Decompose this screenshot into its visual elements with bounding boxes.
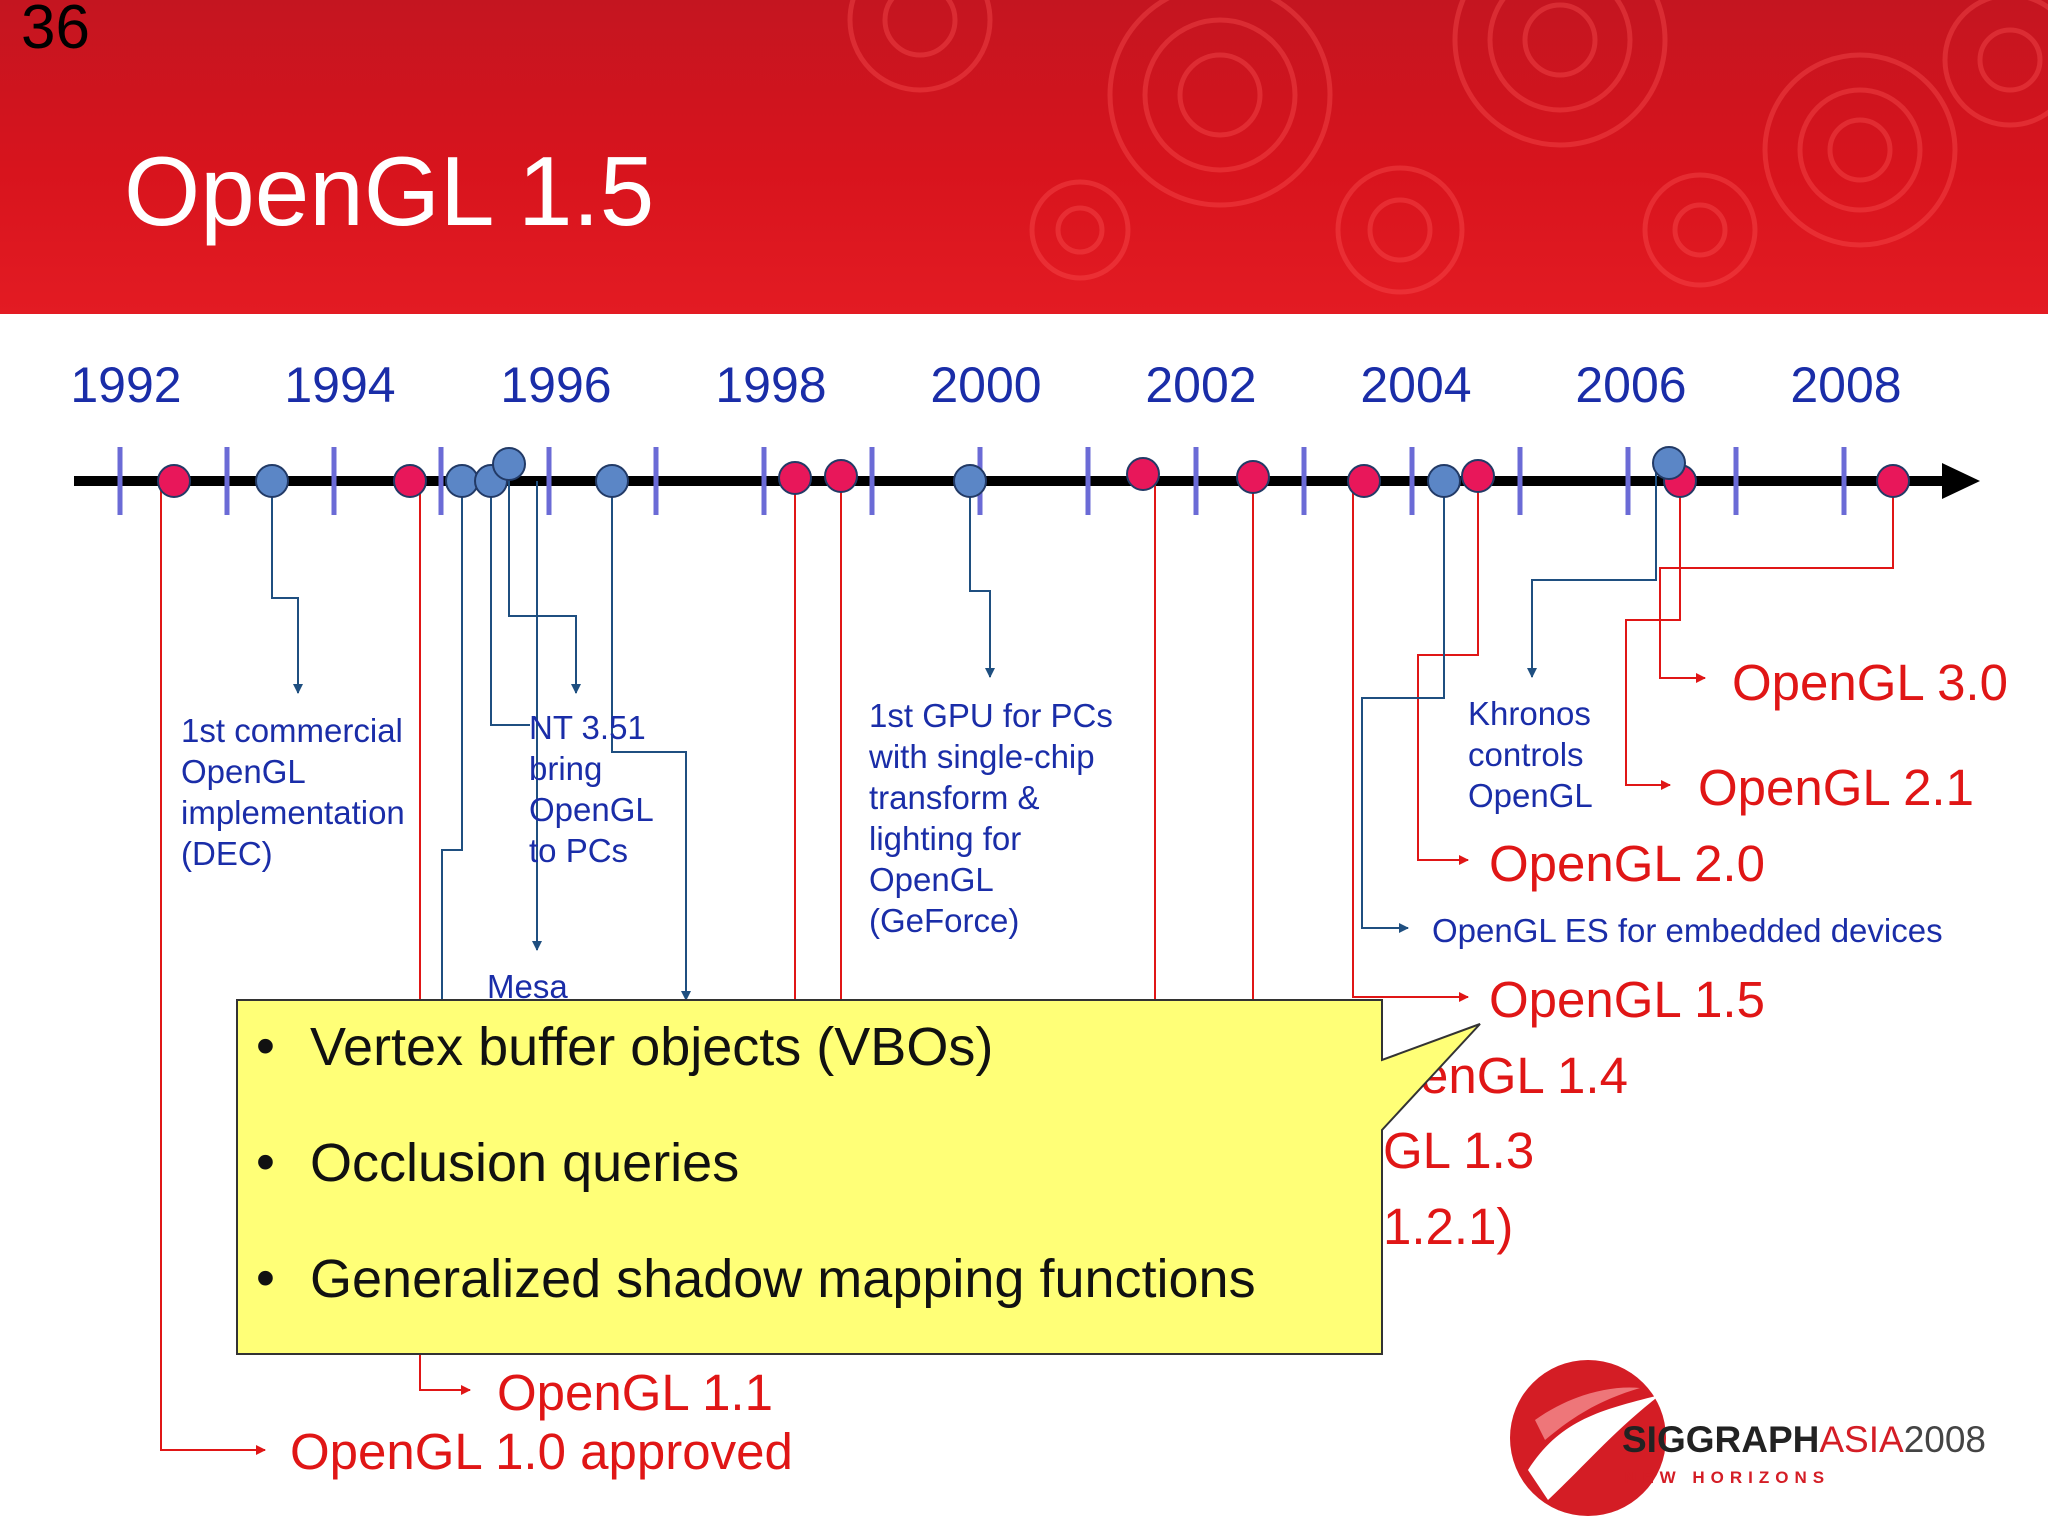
event-marker xyxy=(595,464,629,498)
bullet-glyph: • xyxy=(256,1132,275,1192)
header-decoration xyxy=(847,0,2048,295)
release-marker xyxy=(1347,464,1381,498)
version-opengl-3-0: OpenGL 3.0 xyxy=(1732,654,2008,711)
header-banner: 36 OpenGL 1.5 xyxy=(0,0,2048,314)
note-mesa: Mesa xyxy=(487,968,568,1005)
note-nt351: NT 3.51 bring OpenGL to PCs xyxy=(529,709,662,869)
slide-title: OpenGL 1.5 xyxy=(124,136,655,246)
event-connectors xyxy=(271,462,1657,1001)
year-label: 2008 xyxy=(1790,357,1901,413)
release-marker xyxy=(157,464,191,498)
note-opengl-es: OpenGL ES for embedded devices xyxy=(1432,912,1943,949)
callout-bullet: Occlusion queries xyxy=(310,1133,739,1193)
year-label: 1992 xyxy=(70,357,181,413)
bullet-glyph: • xyxy=(256,1248,275,1308)
logo-wordmark: SIGGRAPHASIA2008 xyxy=(1622,1419,1986,1460)
release-marker xyxy=(824,459,858,493)
event-marker xyxy=(1427,464,1461,498)
year-label: 1998 xyxy=(715,357,826,413)
version-opengl-2-0: OpenGL 2.0 xyxy=(1489,835,1765,892)
note-khronos: Khronos controls OpenGL xyxy=(1468,695,1600,814)
event-markers xyxy=(157,446,1910,498)
callout-bullet: Generalized shadow mapping functions xyxy=(310,1249,1256,1309)
year-label: 1994 xyxy=(284,357,395,413)
event-marker xyxy=(1652,446,1686,480)
note-commercial-opengl: 1st commercial OpenGL implementation (DE… xyxy=(181,712,414,872)
callout-bullet: Vertex buffer objects (VBOs) xyxy=(310,1017,993,1077)
release-marker xyxy=(1461,459,1495,493)
version-opengl-1-4: enGL 1.4 xyxy=(1420,1047,1628,1104)
release-marker xyxy=(1236,460,1270,494)
siggraph-asia-logo: SIGGRAPHASIA2008 NEW HORIZONS xyxy=(1510,1360,1986,1516)
event-marker xyxy=(492,447,526,481)
year-label: 2000 xyxy=(930,357,1041,413)
year-label: 2004 xyxy=(1360,357,1471,413)
version-opengl-1-5: OpenGL 1.5 xyxy=(1489,971,1765,1028)
year-label: 1996 xyxy=(500,357,611,413)
timeline-ticks xyxy=(117,447,1847,515)
logo-tagline: NEW HORIZONS xyxy=(1624,1468,1830,1487)
release-marker xyxy=(778,461,812,495)
version-opengl-1-2-1: 1.2.1) xyxy=(1383,1198,1513,1255)
bullet-glyph: • xyxy=(256,1016,275,1076)
release-marker xyxy=(1876,464,1910,498)
note-first-gpu: 1st GPU for PCs with single-chip transfo… xyxy=(868,697,1122,939)
event-marker xyxy=(255,464,289,498)
year-label: 2006 xyxy=(1575,357,1686,413)
year-labels: 1992 1994 1996 1998 2000 2002 2004 2006 … xyxy=(70,357,1901,413)
slide-number: 36 xyxy=(21,0,90,62)
year-label: 2002 xyxy=(1145,357,1256,413)
release-marker xyxy=(393,464,427,498)
version-connectors xyxy=(160,481,1894,1455)
event-marker xyxy=(445,464,479,498)
timeline-arrowhead xyxy=(1942,463,1980,499)
callout-box: • Vertex buffer objects (VBOs) • Occlusi… xyxy=(236,999,1481,1355)
version-opengl-2-1: OpenGL 2.1 xyxy=(1698,759,1974,816)
version-opengl-1-1: OpenGL 1.1 xyxy=(497,1364,773,1421)
version-opengl-1-0: OpenGL 1.0 approved xyxy=(290,1423,793,1480)
event-marker xyxy=(953,464,987,498)
version-opengl-1-3: GL 1.3 xyxy=(1383,1122,1534,1179)
release-marker xyxy=(1126,457,1160,491)
